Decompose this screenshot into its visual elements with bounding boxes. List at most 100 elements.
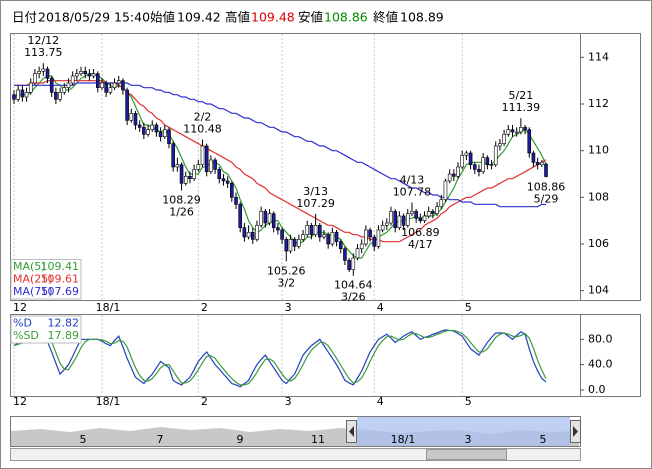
candle-body [137, 124, 142, 128]
candle-body [20, 89, 25, 98]
navigator-label: 5 [540, 433, 547, 446]
candle-body [535, 162, 540, 165]
candle-body [129, 113, 134, 121]
date-value: 2018/05/29 15:40 [38, 10, 150, 25]
navigator-label: 5 [80, 433, 87, 446]
candle-body [472, 164, 477, 170]
candle-body [280, 229, 284, 240]
candle-body [246, 232, 251, 238]
candle-body [456, 166, 460, 177]
candle-body [426, 211, 431, 217]
candle-body [133, 113, 138, 126]
candle-body [452, 173, 456, 177]
candle-body [288, 239, 293, 252]
candle-body [519, 127, 523, 133]
candle-body [209, 159, 213, 172]
navigator-label: 18/1 [391, 433, 416, 446]
candle-body [385, 222, 389, 226]
candle-body [163, 129, 167, 137]
candle-body [292, 239, 297, 247]
scrollbar-thumb[interactable] [426, 449, 507, 460]
candle-body [213, 159, 217, 170]
candle-body [540, 162, 544, 165]
candle-body [284, 239, 289, 252]
x-tick-label: 4 [377, 395, 384, 408]
x-tick-label: 5 [465, 395, 472, 408]
x-tick-label: 4 [377, 301, 384, 314]
legend-value: 107.69 [41, 285, 80, 298]
candle-body [146, 129, 150, 135]
candle-body [338, 241, 343, 249]
navigator-label: 9 [237, 433, 244, 446]
arrow-icon [573, 426, 578, 437]
candle-body [317, 225, 322, 238]
annotation-value: 107.78 [393, 185, 432, 198]
y-tick-label: 104 [588, 284, 609, 297]
candle-body [225, 180, 230, 184]
candle-body [418, 218, 423, 221]
annotation-value: 105.26 [267, 264, 306, 277]
annotation-value: 108.29 [162, 194, 201, 207]
candle-body [95, 73, 100, 88]
annotation-value: 108.86 [527, 180, 566, 193]
candle-body [347, 260, 351, 270]
candle-body [66, 82, 71, 88]
candle-body [238, 204, 243, 228]
candle-body [70, 75, 75, 84]
candle-body [506, 129, 511, 135]
series-line [13, 329, 547, 386]
candle-body [401, 215, 406, 226]
candle-body [188, 176, 192, 179]
candle-body [24, 92, 29, 98]
x-tick-label: 2 [201, 301, 208, 314]
navigator-selection[interactable] [357, 417, 570, 446]
candle-body [431, 211, 435, 214]
candle-body [498, 143, 502, 147]
x-tick-label: 12 [13, 301, 27, 314]
candle-body [326, 234, 330, 245]
annotation-date: 4/17 [408, 238, 433, 251]
annotation-date: 5/29 [534, 192, 559, 205]
candle-body [91, 73, 96, 77]
legend-value: 109.41 [41, 260, 80, 273]
high-value: 109.48 [251, 10, 295, 25]
candle-body [271, 213, 276, 228]
candle-body [439, 199, 444, 207]
candle-body [142, 127, 146, 135]
navigator-label: 3 [465, 433, 472, 446]
legend-value: 12.82 [48, 317, 80, 330]
navigator-label: 11 [311, 433, 325, 446]
series-line [13, 329, 547, 388]
candle-body [230, 183, 234, 198]
candle-body [75, 73, 79, 77]
candle-body [87, 73, 92, 77]
x-tick-label: 18/1 [96, 301, 121, 314]
candle-body [154, 124, 159, 133]
candle-body [267, 213, 272, 224]
candle-body [112, 82, 117, 88]
candle-body [116, 80, 121, 84]
candle-body [200, 145, 205, 165]
navigator [10, 416, 581, 461]
candle-body [364, 229, 368, 245]
candle-body [544, 163, 548, 177]
annotation-date: 3/26 [341, 291, 366, 304]
y-tick-label: 110 [588, 144, 609, 157]
candle-body [468, 152, 473, 165]
open-label: 始値 [150, 10, 175, 25]
candle-body [301, 234, 305, 240]
close-value: 108.89 [400, 10, 444, 25]
legend-name: %SD [13, 329, 39, 342]
main-axis-frame [580, 33, 641, 301]
candle-body [179, 164, 184, 184]
y-tick-label: 0.0 [588, 383, 606, 396]
candle-body [250, 232, 255, 240]
series-line [13, 73, 547, 259]
candle-body [368, 229, 372, 238]
candle-body [464, 152, 469, 156]
candle-body [263, 211, 268, 224]
candle-body [393, 211, 397, 228]
annotation-date: 4/13 [400, 173, 425, 186]
